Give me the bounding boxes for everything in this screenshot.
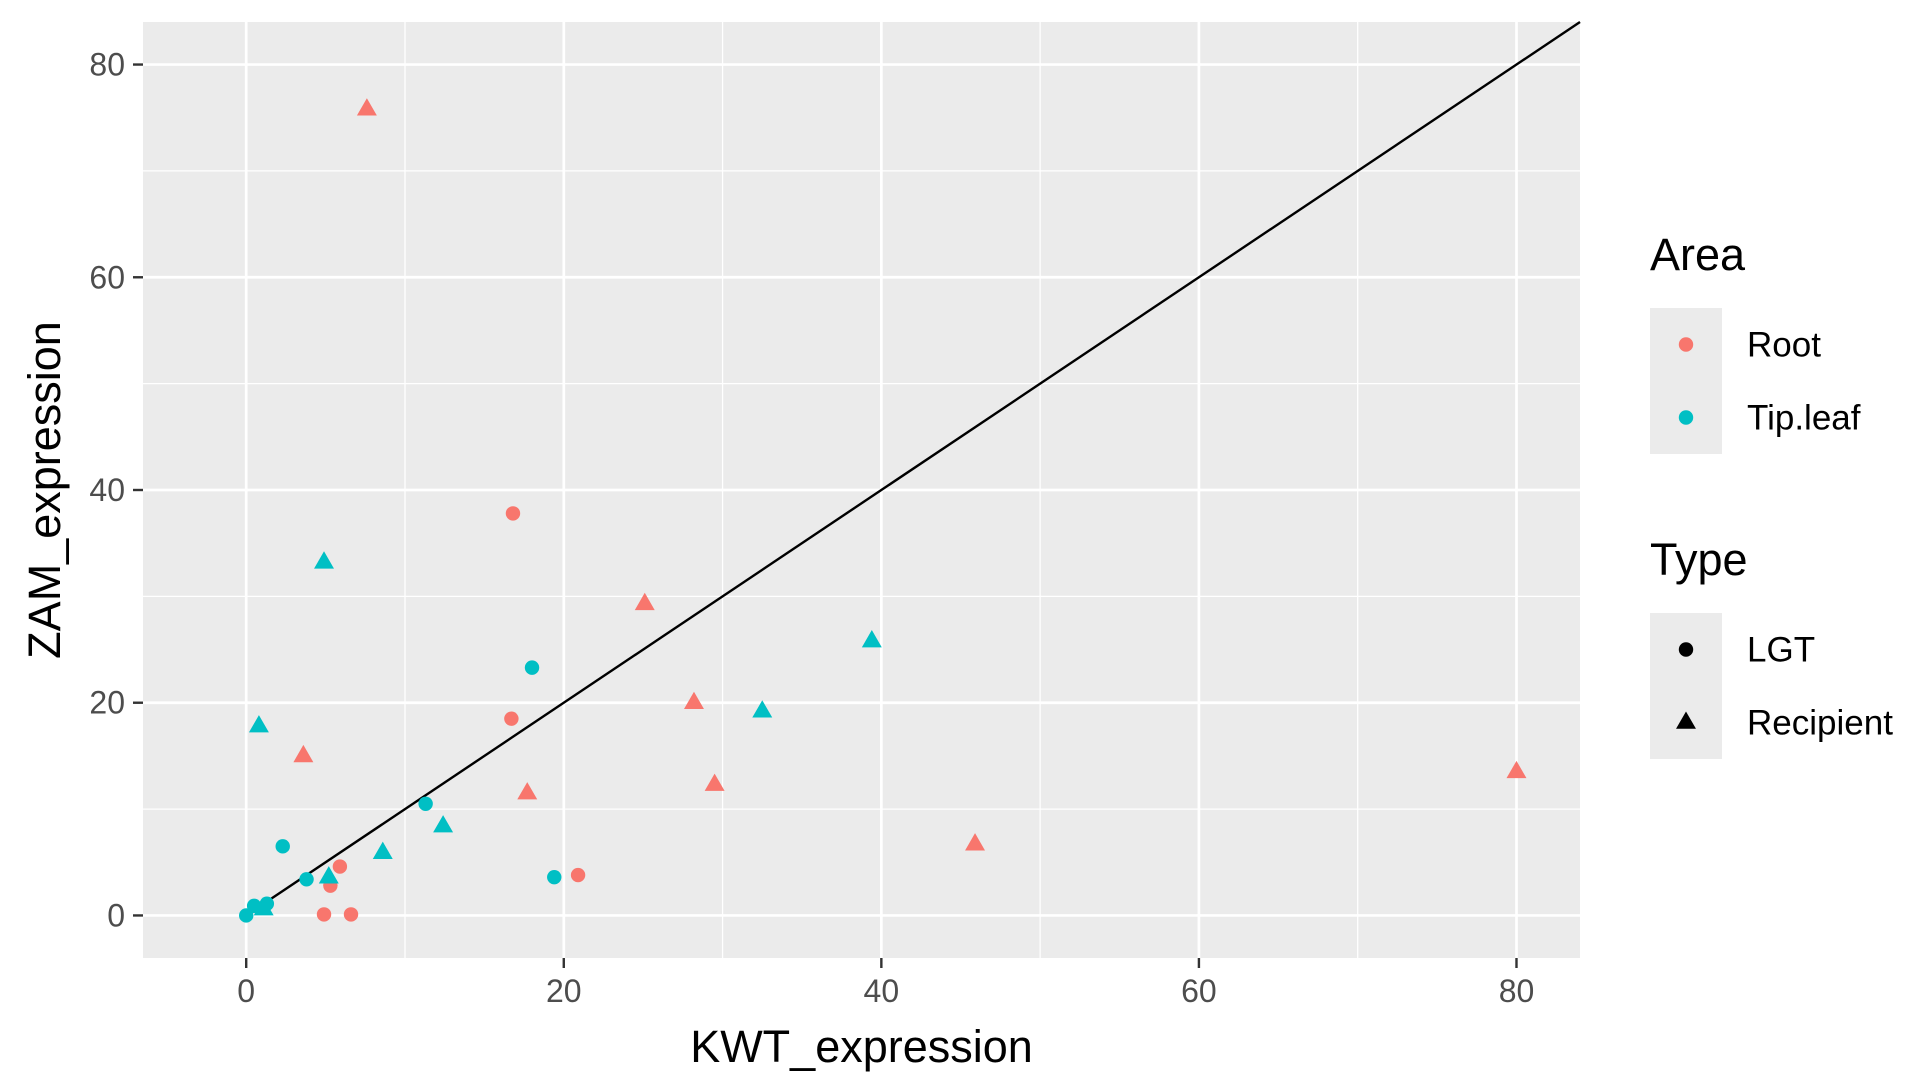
reference-line-layer [245,21,1581,917]
root-circle-point [343,907,359,922]
tip-leaf-triangle-point [253,898,274,916]
legend-title-shape: Type [1650,534,1748,585]
legend-key-tip-leaf [1678,410,1694,425]
tip-leaf-triangle-point [861,630,882,648]
root-circle-point [505,506,521,521]
tip-leaf-triangle-point [314,551,334,569]
y-tick-label: 0 [107,897,125,933]
tip-leaf-triangle-point [318,866,339,884]
y-axis-ticks: 0 20 40 60 80 [89,47,143,933]
x-axis-ticks: 0 20 40 60 80 [237,958,1534,1009]
reference-line [245,21,1581,917]
root-triangle-point [965,833,986,851]
root-triangle-point [356,98,377,116]
root-triangle-point [1506,760,1527,779]
root-circle-point [570,867,586,883]
root-circle-point [332,859,348,874]
root-triangle-point [634,592,655,611]
x-axis-title: KWT_expression [690,1021,1033,1072]
x-tick-label: 20 [546,973,582,1009]
y-tick-label: 20 [89,685,125,721]
data-points [239,98,1527,923]
legend: Area Root Tip.leaf Type LGT Recipient [1650,229,1893,759]
legend-key-lgt [1678,642,1694,657]
legend-key-background [1650,613,1722,759]
root-circle-point [316,907,332,922]
legend-key-background [1650,308,1722,454]
tip-leaf-circle-point [547,869,562,885]
root-triangle-point [684,691,704,710]
legend-label-lgt: LGT [1747,631,1815,670]
tip-leaf-circle-point [239,908,254,923]
root-circle-point [504,711,519,726]
legend-key-root [1678,337,1694,352]
legend-label-tip-leaf: Tip.leaf [1747,399,1861,438]
root-triangle-point [704,773,725,791]
x-tick-label: 60 [1181,973,1217,1009]
y-tick-label: 80 [89,47,125,83]
tip-leaf-triangle-point [752,700,773,718]
x-tick-label: 0 [237,973,255,1009]
tip-leaf-circle-point [418,796,433,811]
legend-label-root: Root [1747,326,1821,365]
x-tick-label: 80 [1499,973,1535,1009]
tip-leaf-triangle-point [372,841,393,859]
tip-leaf-circle-point [299,872,314,887]
tip-leaf-triangle-point [433,815,454,833]
x-tick-label: 40 [864,973,900,1009]
y-axis-title: ZAM_expression [19,321,70,659]
y-tick-label: 40 [89,472,125,508]
legend-label-recipient: Recipient [1747,704,1893,743]
root-triangle-point [517,782,538,800]
y-tick-label: 60 [89,259,125,295]
tip-leaf-triangle-point [248,715,269,733]
legend-key-recipient [1676,711,1696,729]
tip-leaf-circle-point [524,660,540,675]
legend-title-color: Area [1650,229,1746,280]
tip-leaf-circle-point [275,839,290,854]
root-triangle-point [293,744,314,763]
